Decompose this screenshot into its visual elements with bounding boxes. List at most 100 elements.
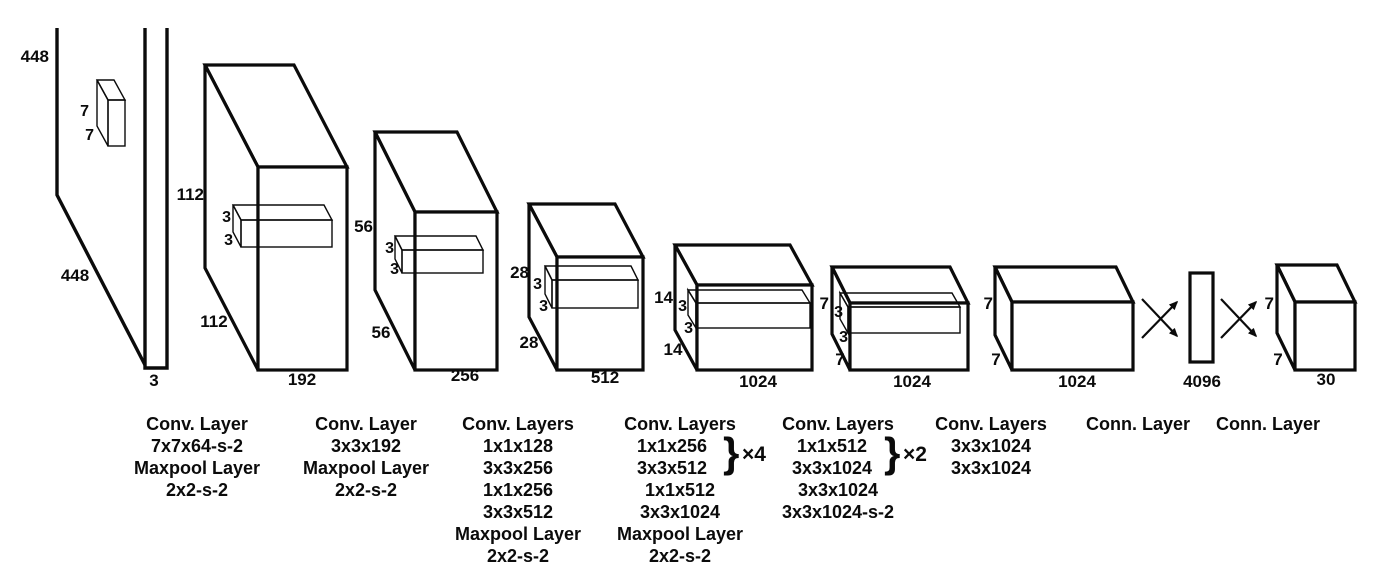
conv-volume-6: 7 7 1024 bbox=[984, 265, 1136, 391]
col8-line1: Conn. Layer bbox=[1216, 414, 1320, 434]
output-volume: 7 7 30 bbox=[1265, 263, 1358, 389]
col6-line1: Conv. Layers bbox=[935, 414, 1047, 434]
filter1-h-label: 3 bbox=[222, 209, 231, 226]
col1-line1: Conv. Layer bbox=[146, 414, 248, 434]
col1-line3: Maxpool Layer bbox=[134, 458, 260, 478]
filter4-w-label: 3 bbox=[684, 320, 693, 337]
volume6-width-label: 7 bbox=[991, 350, 1000, 369]
filter2-h-label: 3 bbox=[385, 240, 394, 257]
volume6-front-face bbox=[1010, 300, 1135, 372]
input-depth-label: 3 bbox=[149, 371, 158, 390]
volume4-depth-label: 1024 bbox=[739, 372, 777, 391]
output-width-label: 7 bbox=[1273, 350, 1282, 369]
volume5-width-label: 7 bbox=[835, 350, 844, 369]
col4-line3: 3x3x512 bbox=[637, 458, 707, 478]
output-depth-label: 30 bbox=[1317, 370, 1336, 389]
volume4-width-label: 14 bbox=[664, 340, 683, 359]
col3-line5: 3x3x512 bbox=[483, 502, 553, 522]
filter3-h-label: 3 bbox=[533, 276, 542, 293]
col2-line4: 2x2-s-2 bbox=[335, 480, 397, 500]
input-filter-top-face bbox=[95, 79, 127, 101]
filter5-front-face bbox=[847, 306, 961, 334]
col4-repeat-brace: } bbox=[723, 429, 739, 476]
volume3-width-label: 28 bbox=[520, 333, 539, 352]
input-filter-left-face bbox=[96, 79, 109, 147]
volume1-front-face bbox=[256, 165, 349, 372]
col3-line4: 1x1x256 bbox=[483, 480, 553, 500]
col2-line3: Maxpool Layer bbox=[303, 458, 429, 478]
input-filter-h-label: 7 bbox=[80, 103, 89, 120]
conv-volume-4: 14 3 3 14 1024 bbox=[654, 243, 815, 391]
fc2-arrow-up-icon bbox=[1220, 300, 1258, 339]
col4-line6: Maxpool Layer bbox=[617, 524, 743, 544]
volume4-height-label: 14 bbox=[654, 288, 673, 307]
col4-repeat-count: ×4 bbox=[742, 443, 766, 466]
col5-repeat-count: ×2 bbox=[903, 443, 927, 466]
fc-connection-arrows-2 bbox=[1220, 298, 1258, 339]
filter5-w-label: 3 bbox=[839, 329, 848, 346]
input-width-label: 448 bbox=[61, 266, 89, 285]
col1-line4: 2x2-s-2 bbox=[166, 480, 228, 500]
volume2-front-face bbox=[413, 210, 499, 372]
input-filter-w-label: 7 bbox=[85, 127, 94, 144]
col5-line5: 3x3x1024-s-2 bbox=[782, 502, 894, 522]
col4-line5: 3x3x1024 bbox=[640, 502, 720, 522]
volume3-front-face bbox=[555, 255, 645, 372]
volume3-height-label: 28 bbox=[510, 263, 529, 282]
input-depth-slab bbox=[143, 28, 169, 370]
fc-connection-arrows-1 bbox=[1141, 298, 1179, 339]
volume6-depth-label: 1024 bbox=[1058, 372, 1096, 391]
volume6-height-label: 7 bbox=[984, 294, 993, 313]
conv-volume-1: 112 3 3 112 192 bbox=[177, 63, 350, 389]
col4-line2: 1x1x256 bbox=[637, 436, 707, 456]
col3-line1: Conv. Layers bbox=[462, 414, 574, 434]
fc-units-label: 4096 bbox=[1183, 372, 1221, 391]
col4-line7: 2x2-s-2 bbox=[649, 546, 711, 566]
conv-volume-2: 56 3 3 56 256 bbox=[354, 130, 500, 385]
col2-line1: Conv. Layer bbox=[315, 414, 417, 434]
volume3-depth-label: 512 bbox=[591, 368, 619, 387]
col4-line1: Conv. Layers bbox=[624, 414, 736, 434]
volume2-height-label: 56 bbox=[354, 217, 373, 236]
filter1-w-label: 3 bbox=[224, 232, 233, 249]
volume2-width-label: 56 bbox=[372, 323, 391, 342]
col4-line4: 1x1x512 bbox=[645, 480, 715, 500]
col7-line1: Conn. Layer bbox=[1086, 414, 1190, 434]
filter4-h-label: 3 bbox=[678, 298, 687, 315]
col6-line2: 3x3x1024 bbox=[951, 436, 1031, 456]
volume5-depth-label: 1024 bbox=[893, 372, 931, 391]
col3-line3: 3x3x256 bbox=[483, 458, 553, 478]
col5-line4: 3x3x1024 bbox=[798, 480, 878, 500]
input-filter-front-face bbox=[107, 99, 126, 147]
filter5-h-label: 3 bbox=[834, 304, 843, 321]
filter3-front-face bbox=[551, 279, 639, 309]
layer-spec-columns: Conv. Layer 7x7x64-s-2 Maxpool Layer 2x2… bbox=[134, 414, 1320, 566]
col5-repeat-brace: } bbox=[884, 429, 900, 476]
filter2-front-face bbox=[401, 249, 484, 274]
filter3-w-label: 3 bbox=[539, 298, 548, 315]
input-image: 448 7 7 448 3 bbox=[21, 28, 169, 390]
filter2-w-label: 3 bbox=[390, 261, 399, 278]
input-height-label: 448 bbox=[21, 47, 49, 66]
col5-line2: 1x1x512 bbox=[797, 436, 867, 456]
col1-line2: 7x7x64-s-2 bbox=[151, 436, 243, 456]
filter1-front-face bbox=[240, 219, 333, 248]
conv-volume-5: 7 3 3 7 1024 bbox=[820, 265, 971, 391]
volume1-height-label: 112 bbox=[177, 185, 204, 204]
col3-line2: 1x1x128 bbox=[483, 436, 553, 456]
volume1-width-label: 112 bbox=[200, 312, 227, 331]
col5-line3: 3x3x1024 bbox=[792, 458, 872, 478]
fc1-arrow-up-icon bbox=[1141, 300, 1179, 339]
volume5-top-face bbox=[829, 265, 971, 305]
conv-volume-3: 28 3 3 28 512 bbox=[510, 202, 646, 387]
output-height-label: 7 bbox=[1265, 294, 1274, 313]
volume1-depth-label: 192 bbox=[288, 370, 316, 389]
volume5-height-label: 7 bbox=[820, 294, 829, 313]
col3-line7: 2x2-s-2 bbox=[487, 546, 549, 566]
fc-vector: 4096 bbox=[1183, 271, 1221, 391]
output-front-face bbox=[1293, 300, 1357, 372]
fc-vector-slab bbox=[1188, 271, 1215, 364]
volume6-top-face bbox=[992, 265, 1136, 304]
